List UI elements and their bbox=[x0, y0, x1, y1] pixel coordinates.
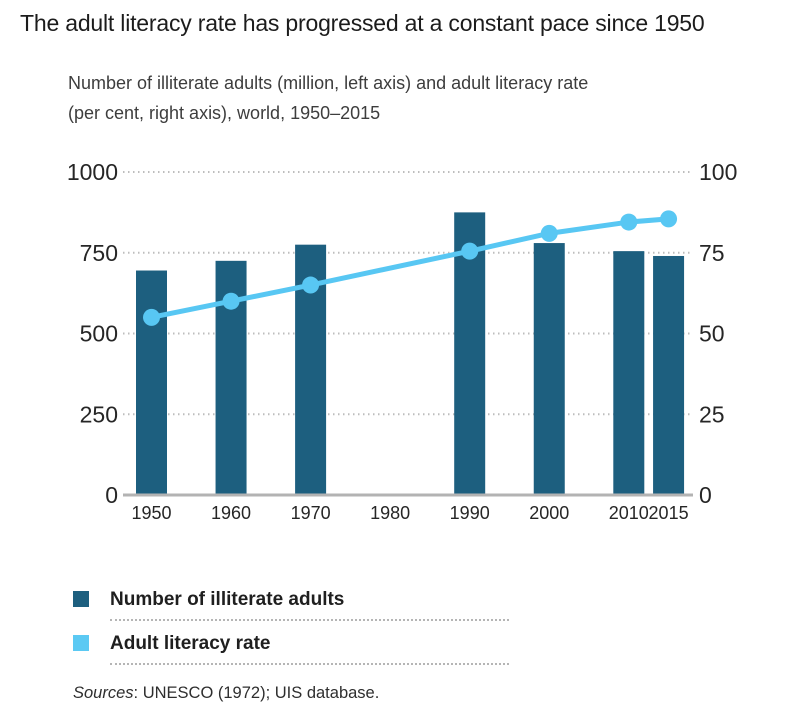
bar-2015 bbox=[653, 255, 685, 495]
right-axis-tick-25: 25 bbox=[699, 401, 725, 427]
left-axis-tick-0: 0 bbox=[105, 482, 118, 508]
legend-item-illiterate-adults: Number of illiterate adults bbox=[73, 590, 509, 621]
right-axis-tick-0: 0 bbox=[699, 482, 712, 508]
bar-2000 bbox=[533, 243, 565, 495]
page-title: The adult literacy rate has progressed a… bbox=[20, 10, 705, 36]
bar-series-swatch bbox=[73, 591, 89, 607]
line-dot bbox=[620, 213, 638, 231]
literacy-chart-svg: 0 250 500 750 1000 0 25 50 75 100 1950 1960 1970 1980… bbox=[67, 159, 738, 523]
line-series-swatch bbox=[73, 635, 89, 651]
right-axis-tick-75: 75 bbox=[699, 240, 725, 266]
chart-subtitle-line2: (per cent, right axis), world, 1950–2015 bbox=[68, 103, 381, 123]
line-dot bbox=[222, 292, 240, 310]
bar-2010 bbox=[613, 251, 645, 495]
line-dot bbox=[660, 210, 678, 228]
legend-label-literacy-rate: Adult literacy rate bbox=[110, 633, 271, 654]
line-dot bbox=[461, 242, 479, 260]
right-axis-tick-100: 100 bbox=[699, 159, 737, 185]
x-axis-label-2015: 2015 bbox=[649, 503, 689, 523]
legend-label-illiterate-adults: Number of illiterate adults bbox=[110, 589, 345, 610]
line-dot bbox=[143, 308, 160, 326]
chart-subtitle: Number of illiterate adults (million, le… bbox=[68, 68, 588, 128]
x-axis-label-1960: 1960 bbox=[211, 503, 251, 523]
chart-subtitle-line1: Number of illiterate adults (million, le… bbox=[68, 73, 589, 93]
sources-word: Sources bbox=[73, 684, 134, 702]
legend-item-literacy-rate: Adult literacy rate bbox=[73, 634, 509, 665]
left-axis-tick-750: 750 bbox=[80, 240, 118, 266]
sources-note: Sources: UNESCO (1972); UIS database. bbox=[73, 684, 379, 703]
left-axis-tick-250: 250 bbox=[80, 401, 118, 427]
chart-legend: Number of illiterate adults Adult litera… bbox=[73, 590, 509, 678]
chart-area: 0 250 500 750 1000 0 25 50 75 100 1950 1960 1970 1980… bbox=[0, 150, 799, 535]
bar-1950 bbox=[136, 270, 167, 495]
x-axis-label-1950: 1950 bbox=[131, 503, 171, 523]
line-dot bbox=[302, 276, 320, 294]
x-axis-label-2000: 2000 bbox=[529, 503, 569, 523]
left-axis-tick-1000: 1000 bbox=[67, 159, 118, 185]
x-axis-label-1970: 1970 bbox=[291, 503, 331, 523]
line-dot bbox=[540, 224, 558, 242]
x-axis-label-2010: 2010 bbox=[609, 503, 649, 523]
sources-text: : UNESCO (1972); UIS database. bbox=[133, 684, 380, 702]
left-axis-tick-500: 500 bbox=[80, 321, 118, 347]
right-axis-tick-50: 50 bbox=[699, 321, 725, 347]
x-axis-label-1980: 1980 bbox=[370, 503, 410, 523]
x-axis-label-1990: 1990 bbox=[450, 503, 490, 523]
